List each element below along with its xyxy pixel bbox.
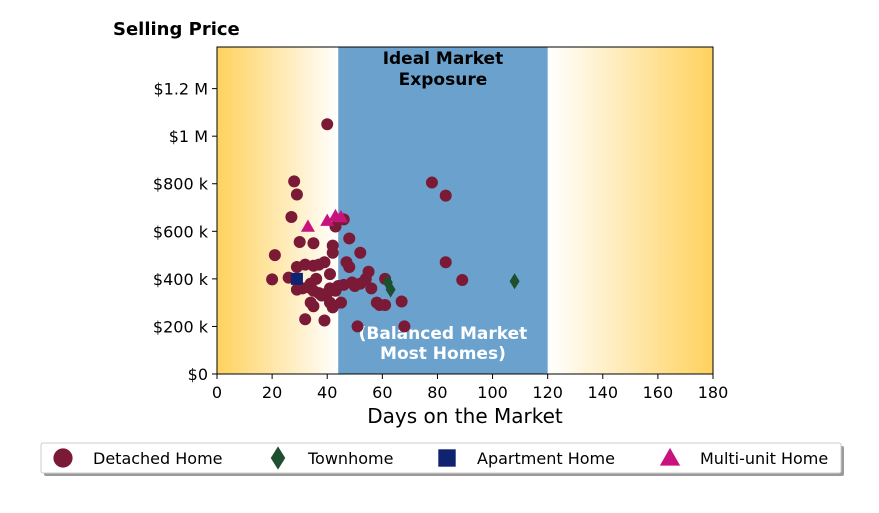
point-detached-home bbox=[268, 249, 281, 262]
region-label-bottom: Most Homes) bbox=[380, 344, 506, 364]
region-ideal-market-exposure bbox=[338, 47, 548, 374]
x-tick-label: 140 bbox=[588, 383, 619, 402]
y-tick-label: $400 k bbox=[153, 270, 209, 289]
y-tick-label: $1 M bbox=[169, 127, 208, 146]
x-tick-label: 20 bbox=[262, 383, 282, 402]
point-detached-home bbox=[365, 282, 378, 295]
point-detached-home bbox=[439, 256, 452, 269]
chart-title: Selling Price bbox=[113, 19, 240, 40]
point-detached-home bbox=[266, 273, 279, 286]
x-tick-label: 180 bbox=[698, 383, 729, 402]
legend-label-townhome: Townhome bbox=[307, 449, 393, 468]
point-detached-home bbox=[379, 299, 392, 312]
point-multi-unit-home bbox=[334, 210, 348, 223]
x-tick-label: 100 bbox=[477, 383, 508, 402]
x-tick-label: 40 bbox=[317, 383, 337, 402]
point-detached-home bbox=[439, 189, 452, 202]
region-label-bottom: (Balanced Market bbox=[359, 324, 528, 344]
point-detached-home bbox=[293, 236, 306, 249]
x-axis-title: Days on the Market bbox=[367, 404, 563, 428]
legend-marker-townhome bbox=[270, 446, 286, 470]
point-detached-home bbox=[299, 313, 312, 326]
region-label-top: Ideal Market bbox=[383, 49, 504, 69]
x-tick-label: 160 bbox=[643, 383, 674, 402]
point-detached-home bbox=[318, 314, 331, 327]
legend-label-detached-home: Detached Home bbox=[93, 449, 223, 468]
point-detached-home bbox=[307, 237, 320, 250]
point-detached-home bbox=[323, 268, 336, 281]
legend-label-multi-unit-home: Multi-unit Home bbox=[700, 449, 828, 468]
point-detached-home bbox=[456, 274, 469, 287]
plot-frame bbox=[216, 46, 714, 375]
point-detached-home bbox=[335, 296, 347, 309]
legend-marker-detached-home bbox=[53, 448, 73, 468]
legend-marker-apartment-home bbox=[438, 449, 456, 467]
legend-marker-multi-unit-home bbox=[659, 447, 681, 466]
x-tick-label: 60 bbox=[372, 383, 392, 402]
y-tick-label: $200 k bbox=[153, 317, 209, 336]
x-tick-label: 120 bbox=[532, 383, 563, 402]
point-detached-home bbox=[285, 211, 298, 224]
point-detached-home bbox=[288, 175, 301, 188]
point-detached-home bbox=[398, 320, 411, 333]
point-multi-unit-home bbox=[300, 219, 315, 232]
legend: Detached Home Townhome Apartment Home Multi… bbox=[40, 442, 844, 476]
point-detached-home bbox=[343, 232, 356, 245]
point-townhome bbox=[385, 281, 396, 298]
x-tick-label: 0 bbox=[212, 383, 222, 402]
point-townhome bbox=[509, 273, 520, 290]
y-tick-label: $0 bbox=[188, 365, 208, 384]
point-detached-home bbox=[354, 277, 367, 290]
point-detached-home bbox=[310, 272, 323, 285]
y-tick-label: $800 k bbox=[153, 175, 209, 194]
point-multi-unit-home bbox=[320, 213, 335, 226]
point-detached-home bbox=[351, 320, 364, 333]
point-detached-home bbox=[321, 118, 334, 131]
point-detached-home bbox=[318, 256, 331, 269]
point-apartment-home bbox=[290, 272, 303, 285]
point-detached-home bbox=[307, 300, 320, 313]
y-tick-label: $600 k bbox=[153, 222, 209, 241]
x-tick-label: 80 bbox=[427, 383, 447, 402]
point-detached-home bbox=[395, 295, 408, 308]
point-detached-home bbox=[354, 246, 367, 259]
point-detached-home bbox=[425, 176, 438, 189]
region-label-top: Exposure bbox=[399, 70, 488, 90]
point-detached-home bbox=[343, 260, 356, 273]
legend-label-apartment-home: Apartment Home bbox=[477, 449, 615, 468]
y-tick-label: $1.2 M bbox=[153, 80, 208, 99]
point-detached-home bbox=[290, 188, 303, 201]
point-detached-home bbox=[326, 246, 339, 259]
